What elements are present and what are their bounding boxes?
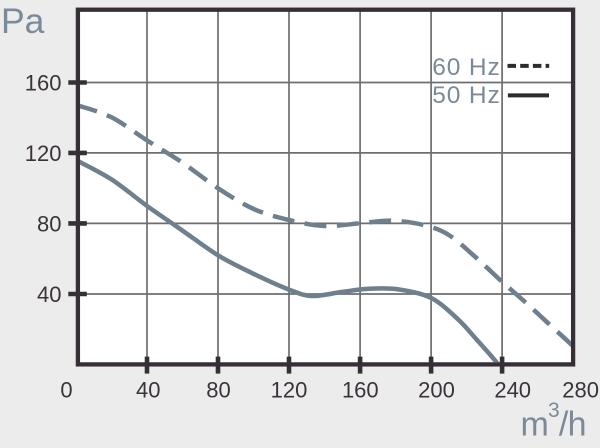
svg-text:120: 120 (271, 378, 308, 403)
svg-text:80: 80 (37, 211, 61, 236)
svg-text:m3/h: m3/h (521, 399, 586, 443)
svg-text:40: 40 (136, 378, 160, 403)
svg-text:80: 80 (206, 378, 230, 403)
svg-text:Pa: Pa (1, 1, 45, 41)
svg-text:240: 240 (494, 378, 531, 403)
svg-text:160: 160 (342, 378, 379, 403)
svg-text:60 Hz: 60 Hz (432, 54, 500, 81)
svg-text:0: 0 (60, 378, 72, 403)
svg-text:200: 200 (418, 378, 455, 403)
svg-text:50 Hz: 50 Hz (432, 82, 500, 109)
svg-text:160: 160 (25, 71, 62, 96)
svg-text:40: 40 (37, 282, 61, 307)
svg-text:280: 280 (562, 378, 599, 403)
svg-text:120: 120 (25, 141, 62, 166)
